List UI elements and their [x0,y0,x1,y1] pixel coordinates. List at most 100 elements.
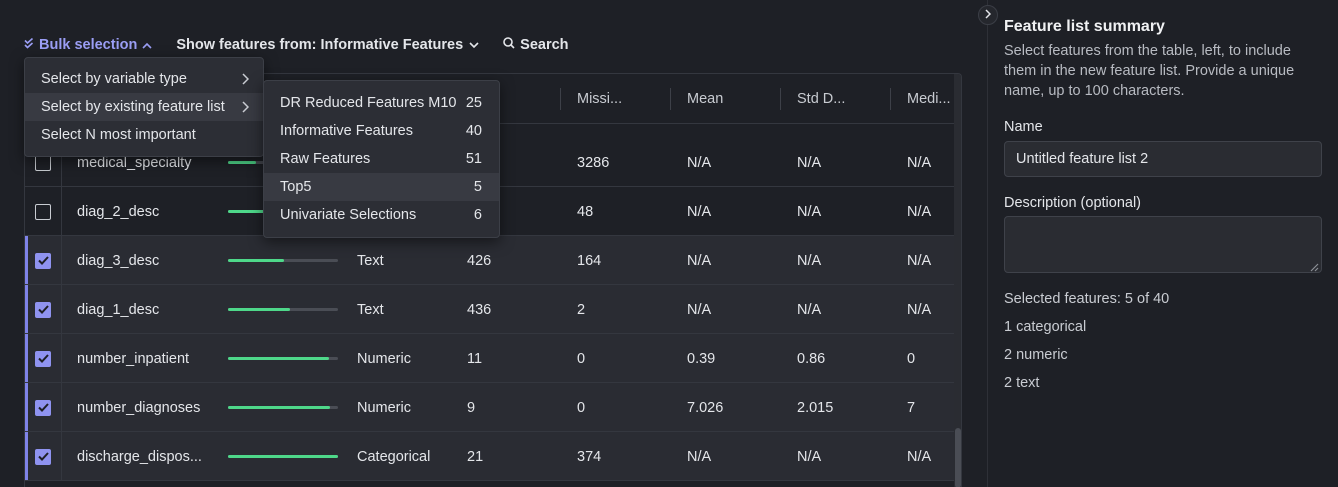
median-value: N/A [907,203,932,220]
importance-bar [228,406,338,409]
unique-count: 21 [467,448,484,465]
missing-count: 164 [577,252,602,269]
row-checkbox[interactable] [35,203,51,220]
search-icon [503,37,515,53]
submenu-item-univariate-selections[interactable]: Univariate Selections 6 [280,207,482,223]
row-checkbox-cell [25,236,62,285]
feature-name: diag_2_desc [77,203,160,220]
table-row[interactable]: number_inpatient Numeric 11 0 0.39 0.86 0 [25,334,955,383]
feature-name: discharge_dispos... [77,448,202,465]
unique-count: 11 [467,350,483,367]
std-dev-value: N/A [797,203,822,220]
median-value: 7 [907,399,916,416]
table-row[interactable]: discharge_dispos... Categorical 21 374 N/A N/… [25,432,955,481]
missing-count: 0 [577,350,586,367]
column-separator[interactable] [560,88,561,110]
column-header-missing[interactable]: Missi... [577,91,623,107]
description-label: Description (optional) [1004,195,1142,211]
feature-list-submenu: DR Reduced Features M10 25 Informative F… [263,80,500,238]
row-checkbox[interactable] [35,252,51,269]
feature-name: number_inpatient [77,350,190,367]
scrollbar-thumb[interactable] [955,428,961,487]
importance-bar [228,357,338,360]
row-checkbox[interactable] [35,448,51,465]
checkmark-icon [37,452,49,461]
column-header-std-dev[interactable]: Std D... [797,91,846,107]
var-type: Text [357,301,384,318]
mean-value: 0.39 [687,350,716,367]
menu-item-select-by-existing-feature-list[interactable]: Select by existing feature list [25,93,263,121]
panel-description: Select features from the table, left, to… [1004,43,1295,99]
chevron-down-icon [469,37,479,53]
table-row[interactable]: diag_1_desc Text 436 2 N/A N/A N/A [25,285,955,334]
median-value: N/A [907,252,932,269]
feature-name: medical_specialty [77,154,192,171]
column-separator[interactable] [670,88,671,110]
table-row[interactable]: number_diagnoses Numeric 9 0 7.026 2.015 7 [25,383,955,432]
search-button[interactable]: Search [503,37,569,53]
submenu-item-raw-features[interactable]: Raw Features 51 [280,151,482,167]
feature-name: diag_3_desc [77,252,160,269]
breakdown-numeric: 2 numeric [1004,347,1068,363]
menu-item-select-n-most-important[interactable]: Select N most important [41,127,196,143]
std-dev-value: N/A [797,252,822,269]
row-checkbox[interactable] [35,350,51,367]
show-features-dropdown[interactable]: Show features from: Informative Features [176,37,479,53]
var-type: Categorical [357,448,431,465]
median-value: 0 [907,350,916,367]
panel-title: Feature list summary [1004,18,1165,35]
name-input[interactable] [1004,141,1322,177]
mean-value: 7.026 [687,399,724,416]
submenu-item-informative-features[interactable]: Informative Features 40 [280,123,482,139]
std-dev-value: 0.86 [797,350,826,367]
importance-bar-fill [228,308,290,311]
missing-count: 0 [577,399,586,416]
bulk-selection-button[interactable]: Bulk selection [24,37,152,53]
menu-item-select-by-variable-type[interactable]: Select by variable type [25,65,263,93]
panel-divider [987,0,988,487]
submenu-item-dr-reduced-features-m10[interactable]: DR Reduced Features M10 25 [280,95,482,111]
column-header-median[interactable]: Medi... [907,91,951,107]
var-type: Numeric [357,399,411,416]
row-checkbox-cell [25,187,62,236]
std-dev-value: N/A [797,301,822,318]
mean-value: N/A [687,301,712,318]
importance-bar-fill [228,357,330,360]
checkmark-icon [37,403,49,412]
std-dev-value: N/A [797,154,822,171]
mean-value: N/A [687,448,712,465]
importance-bar [228,455,338,458]
mean-value: N/A [687,203,712,220]
var-type: Text [357,252,384,269]
column-header-mean[interactable]: Mean [687,91,724,107]
importance-bar-fill [228,210,272,213]
row-checkbox[interactable] [35,301,51,318]
unique-count: 426 [467,252,492,269]
search-label: Search [520,37,569,53]
bulk-selection-label: Bulk selection [39,37,138,53]
feature-name: diag_1_desc [77,301,160,318]
unique-count: 436 [467,301,492,318]
show-features-label: Show features from: Informative Features [176,37,464,53]
breakdown-categorical: 1 categorical [1004,319,1087,335]
row-checkbox[interactable] [35,399,51,416]
collapse-panel-button[interactable] [978,5,998,25]
var-type: Numeric [357,350,411,367]
median-value: N/A [907,448,932,465]
submenu-item-top5[interactable]: Top5 5 [264,173,499,201]
feature-name: number_diagnoses [77,399,201,416]
column-separator[interactable] [890,88,891,110]
toolbar: Bulk selection Show features from: Infor… [24,34,569,56]
importance-bar-fill [228,406,331,409]
column-separator[interactable] [780,88,781,110]
resize-handle-icon[interactable] [1309,259,1319,277]
row-checkbox-cell [25,334,62,383]
table-scrollbar[interactable] [954,74,961,487]
unique-count: 9 [467,399,476,416]
checkmark-icon [37,256,49,265]
chevron-right-icon [242,101,250,117]
std-dev-value: N/A [797,448,822,465]
table-row[interactable]: diag_3_desc Text 426 164 N/A N/A N/A [25,236,955,285]
description-textarea[interactable] [1004,216,1322,273]
missing-count: 3286 [577,154,610,171]
